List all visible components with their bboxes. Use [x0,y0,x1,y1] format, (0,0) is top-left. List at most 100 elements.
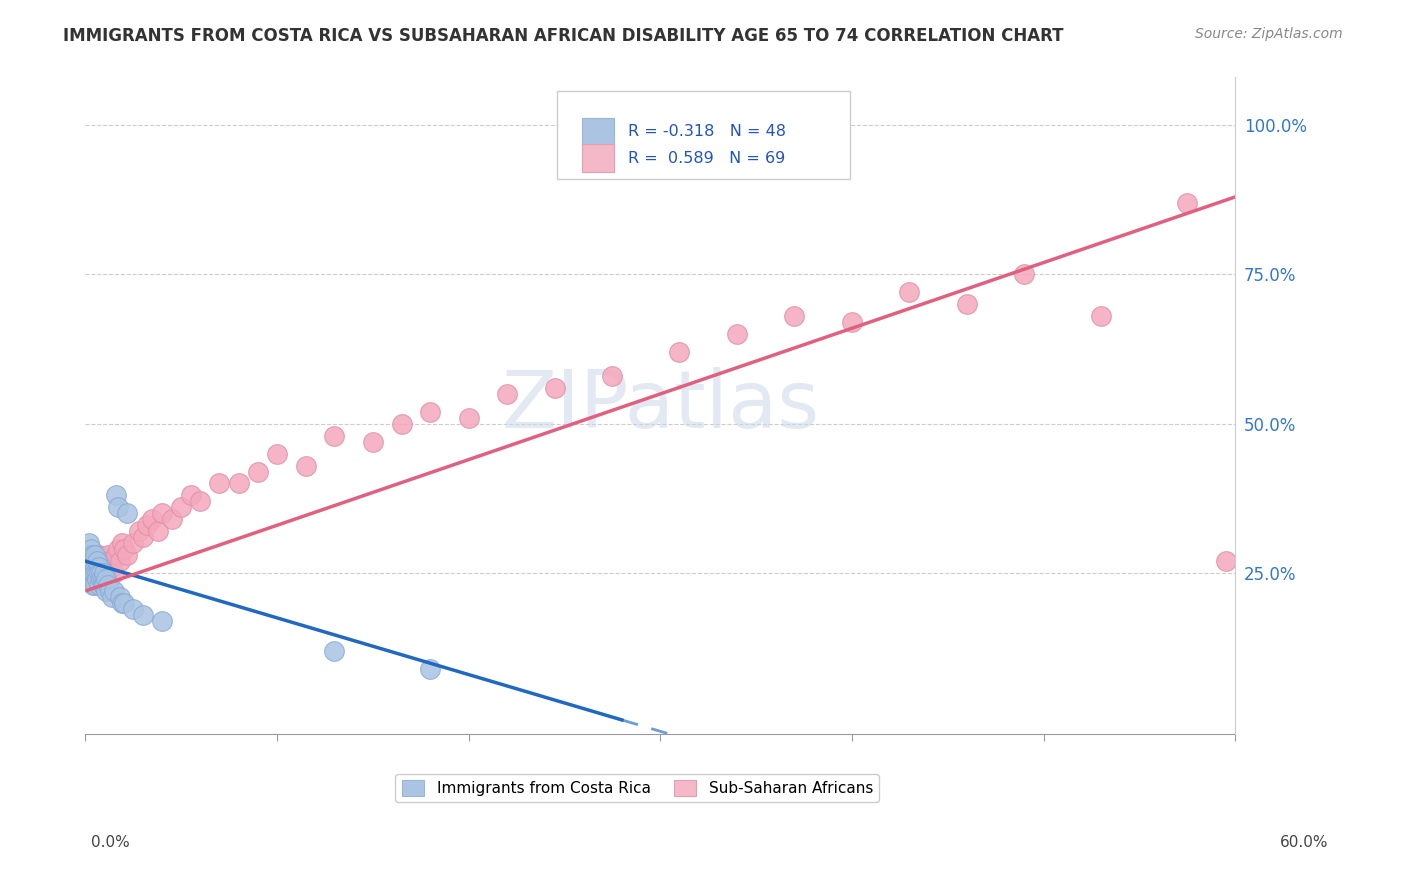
FancyBboxPatch shape [582,145,614,172]
Point [76,548,98,562]
Point [228,476,250,491]
Point [97,548,120,562]
Point [91,560,114,574]
Point [180,488,202,502]
Point [132,607,155,622]
Point [117,548,139,562]
Point [86,554,108,568]
Point [77,548,100,562]
Point [170,500,193,515]
Point [103,566,125,580]
Point [80,542,103,557]
FancyBboxPatch shape [557,91,851,179]
Legend: Immigrants from Costa Rica, Sub-Saharan Africans: Immigrants from Costa Rica, Sub-Saharan … [395,774,879,802]
Point [141,512,163,526]
Point [361,434,384,449]
Point [841,315,863,329]
Point [93,554,115,568]
Point [208,476,231,491]
Point [76,554,98,568]
Point [111,536,134,550]
Point [1090,310,1112,324]
Point [1215,554,1237,568]
Point [82,560,104,574]
Point [160,512,183,526]
Point [91,572,114,586]
FancyBboxPatch shape [582,118,614,145]
Point [83,578,105,592]
Point [150,614,173,628]
Text: 60.0%: 60.0% [1281,836,1329,850]
Point [83,566,105,580]
Point [135,518,157,533]
Point [122,602,145,616]
Point [80,572,103,586]
Text: ZIPatlas: ZIPatlas [502,367,820,445]
Text: R =  0.589   N = 69: R = 0.589 N = 69 [628,151,786,166]
Point [87,566,110,580]
Point [83,566,105,580]
Point [87,578,110,592]
Point [82,548,104,562]
Point [898,285,921,300]
Point [82,554,104,568]
Point [108,554,131,568]
Point [544,381,567,395]
Point [77,566,100,580]
Point [90,566,112,580]
Point [90,554,112,568]
Point [668,345,690,359]
Point [76,566,98,580]
Point [86,572,108,586]
Point [391,417,413,431]
Point [104,488,127,502]
Text: R = -0.318   N = 48: R = -0.318 N = 48 [628,125,786,139]
Point [246,465,269,479]
Point [86,566,108,580]
Point [725,327,748,342]
Point [122,536,145,550]
Point [83,560,105,574]
Text: 0.0%: 0.0% [91,836,131,850]
Point [82,572,104,586]
Point [83,560,105,574]
Point [112,542,135,557]
Point [419,662,441,676]
Point [1014,268,1036,282]
Point [77,554,100,568]
Point [98,584,121,599]
Point [323,643,346,657]
Point [76,560,98,574]
Point [93,566,115,580]
Point [77,566,100,580]
Point [80,548,103,562]
Point [87,560,110,574]
Point [108,590,131,604]
Point [496,387,519,401]
Point [87,560,110,574]
Point [323,428,346,442]
Point [96,560,118,574]
Point [150,507,173,521]
Point [128,524,150,539]
Point [266,447,288,461]
Point [111,596,134,610]
Text: Source: ZipAtlas.com: Source: ZipAtlas.com [1195,27,1343,41]
Point [80,554,103,568]
Point [96,584,118,599]
Point [783,310,806,324]
Point [83,548,105,562]
Point [107,542,129,557]
Point [80,560,103,574]
Point [602,369,624,384]
Point [188,494,211,508]
Point [101,590,124,604]
Point [90,572,112,586]
Point [98,554,121,568]
Point [83,548,105,562]
Point [103,584,125,599]
Point [86,554,108,568]
Point [101,560,124,574]
Point [77,554,100,568]
Point [1177,195,1199,210]
